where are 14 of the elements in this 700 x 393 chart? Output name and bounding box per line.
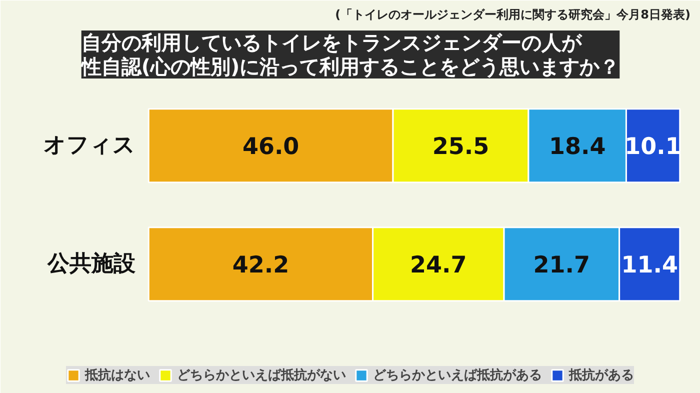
- legend-label: 抵抗がある: [569, 367, 634, 384]
- chart-subtitle: (「トイレのオールジェンダー利用に関する研究会」今月8日発表): [335, 8, 691, 22]
- data-label: 11.4: [621, 252, 678, 279]
- data-label: 18.4: [548, 134, 606, 160]
- legend-label: どちらかといえば抵抗がない: [177, 367, 346, 384]
- data-label: 46.0: [242, 134, 300, 160]
- data-label: 25.5: [432, 134, 490, 160]
- y-tick-label: 公共施設: [46, 252, 136, 277]
- legend-label: どちらかといえば抵抗がある: [373, 367, 542, 384]
- data-label: 42.2: [232, 252, 290, 279]
- data-label: 24.7: [410, 252, 467, 279]
- legend-label: 抵抗はない: [85, 367, 150, 384]
- y-tick-label: オフィス: [43, 133, 136, 158]
- data-label: 21.7: [533, 252, 590, 279]
